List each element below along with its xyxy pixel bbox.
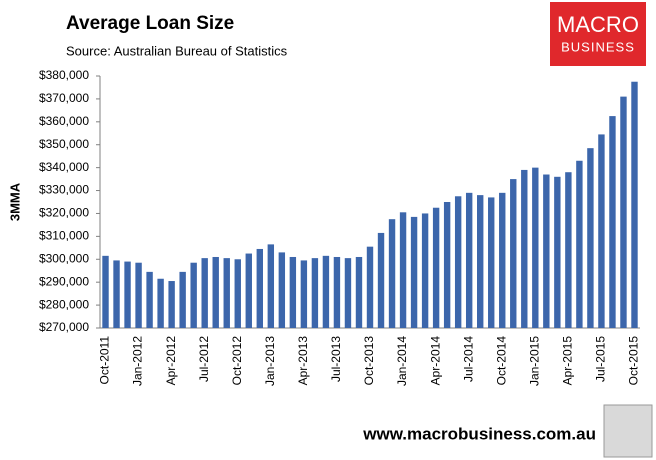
x-tick-label: Jul-2013 <box>329 336 343 382</box>
bar <box>432 207 440 328</box>
bar <box>366 246 374 328</box>
bar <box>212 256 219 328</box>
y-tick-label: $380,000 <box>39 68 89 82</box>
bar <box>245 253 252 328</box>
y-tick-label: $370,000 <box>39 91 89 105</box>
bar <box>322 255 330 328</box>
bar <box>488 197 495 328</box>
x-tick-label: Apr-2012 <box>164 336 178 386</box>
bar <box>465 192 473 328</box>
chart-title: Average Loan Size <box>66 13 234 34</box>
bar <box>499 192 506 328</box>
bar <box>576 160 583 328</box>
logo-text: MACRO <box>557 12 639 37</box>
bar <box>289 256 297 328</box>
bar <box>278 252 286 328</box>
y-tick-label: $350,000 <box>39 137 89 151</box>
y-tick-label: $330,000 <box>39 183 89 197</box>
bar <box>300 260 308 328</box>
bar <box>565 172 572 328</box>
x-tick-label: Jul-2014 <box>461 336 475 382</box>
bar <box>410 216 418 328</box>
x-tick-label: Jan-2014 <box>395 336 409 386</box>
y-tick-label: $300,000 <box>39 251 89 265</box>
bar <box>146 271 153 328</box>
bar <box>477 195 484 328</box>
x-tick-label: Oct-2011 <box>98 336 112 385</box>
bar <box>179 271 186 328</box>
x-tick-label: Apr-2015 <box>561 336 575 386</box>
bar <box>168 281 175 328</box>
bar <box>344 258 352 328</box>
x-tick-label: Jan-2013 <box>263 336 277 386</box>
bar <box>399 212 407 328</box>
x-tick-label: Apr-2014 <box>428 336 442 386</box>
bar <box>201 258 208 328</box>
bar <box>113 260 120 328</box>
x-tick-label: Apr-2013 <box>296 336 310 386</box>
bar <box>620 96 627 328</box>
bar <box>157 278 164 328</box>
chart-subtitle: Source: Australian Bureau of Statistics <box>66 43 288 58</box>
y-tick-label: $360,000 <box>39 114 89 128</box>
y-tick-label: $310,000 <box>39 229 89 243</box>
y-tick-label: $340,000 <box>39 160 89 174</box>
y-tick-label: $270,000 <box>39 320 89 334</box>
x-tick-label: Oct-2015 <box>627 336 641 386</box>
x-tick-label: Oct-2014 <box>494 336 508 386</box>
logo-image <box>603 404 653 458</box>
logo-text: BUSINESS <box>561 39 635 54</box>
y-tick-label: $320,000 <box>39 206 89 220</box>
bar <box>521 169 528 328</box>
bar <box>587 148 594 328</box>
bar <box>598 134 605 328</box>
bar <box>267 244 275 328</box>
bar <box>631 81 638 329</box>
footer-url: www.macrobusiness.com.au <box>362 424 596 443</box>
x-tick-label: Jan-2015 <box>527 336 541 386</box>
x-tick-label: Jul-2012 <box>197 336 211 382</box>
bar <box>135 262 142 328</box>
bar <box>510 179 517 328</box>
logo-box <box>550 2 646 66</box>
bar <box>554 176 561 328</box>
y-axis-label: 3MMA <box>7 182 22 221</box>
y-tick-label: $280,000 <box>39 297 89 311</box>
bar <box>454 196 462 328</box>
bar <box>609 116 616 328</box>
bar <box>190 262 197 328</box>
bar <box>377 232 385 328</box>
x-tick-label: Oct-2012 <box>230 336 244 386</box>
x-tick-label: Jan-2012 <box>131 336 145 386</box>
bar <box>311 258 319 328</box>
bar <box>256 248 263 328</box>
bar <box>124 261 131 328</box>
bar <box>355 256 363 328</box>
y-tick-label: $290,000 <box>39 274 89 288</box>
bar <box>234 259 241 328</box>
bar <box>421 213 429 328</box>
bar <box>532 167 539 328</box>
bar <box>223 258 230 328</box>
bar <box>388 219 396 328</box>
x-tick-label: Oct-2013 <box>362 336 376 386</box>
bar <box>333 256 341 328</box>
bar <box>543 174 550 328</box>
bar <box>443 202 451 328</box>
bar <box>102 255 109 328</box>
x-tick-label: Jul-2015 <box>594 336 608 382</box>
